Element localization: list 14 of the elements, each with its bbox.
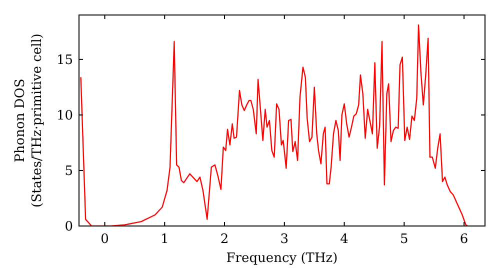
x-tick-label: 3: [280, 232, 289, 247]
y-tick-label: 10: [56, 108, 73, 124]
x-tick-label: 4: [340, 232, 348, 247]
x-tick-label: 6: [460, 232, 468, 247]
y-axis-title: Phonon DOS (States/THz·primitive cell): [13, 33, 45, 208]
x-tick-label: 2: [220, 232, 229, 247]
x-tick-label: 1: [160, 232, 169, 247]
y-tick-label: 5: [64, 164, 73, 180]
x-tick-label: 0: [100, 232, 109, 247]
y-tick-label: 15: [56, 52, 73, 68]
x-tick-label: 5: [400, 232, 408, 247]
y-tick-label: 0: [64, 220, 73, 235]
x-axis-title: Frequency (THz): [226, 251, 338, 266]
line-series: [80, 24, 468, 226]
